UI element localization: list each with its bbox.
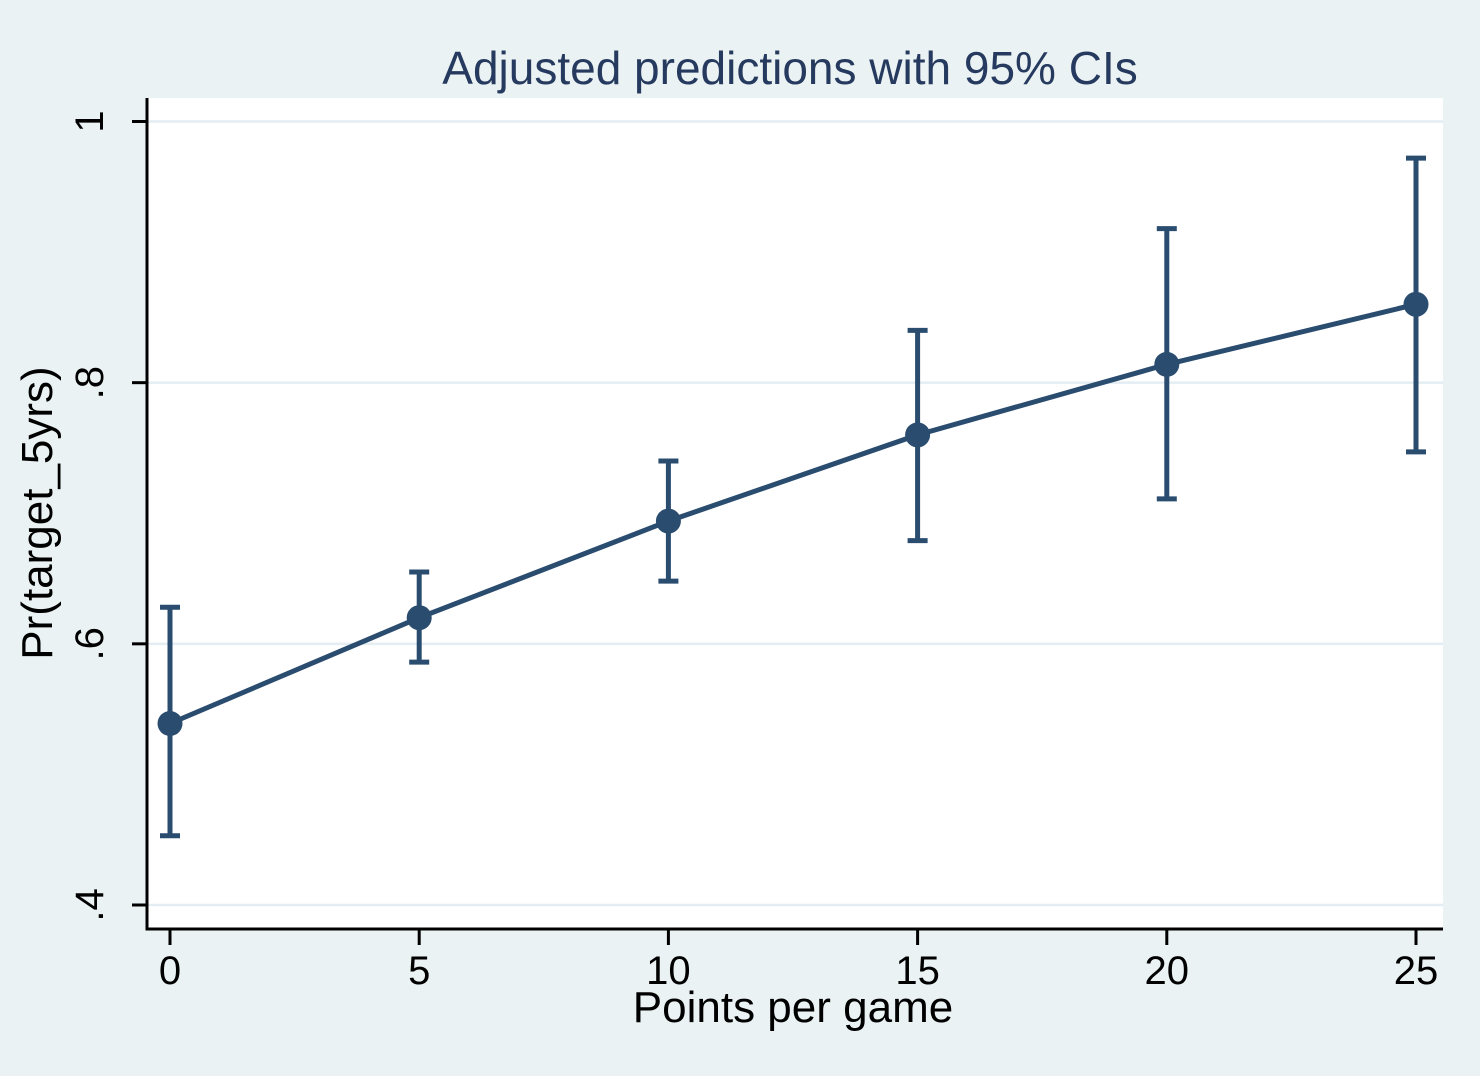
y-tick-label: .6 — [68, 627, 112, 660]
y-axis-title: Pr(target_5yrs) — [13, 366, 62, 659]
x-tick-label: 15 — [895, 949, 940, 993]
data-point-marker — [655, 508, 681, 534]
data-point-markers — [157, 291, 1429, 736]
x-tick-label: 10 — [646, 949, 691, 993]
x-tick-label: 5 — [408, 949, 430, 993]
prediction-line — [169, 301, 1417, 726]
data-point-marker — [1154, 351, 1180, 377]
y-tick-label: .8 — [68, 366, 112, 399]
data-point-marker — [157, 710, 183, 736]
plot-area — [147, 98, 1443, 929]
y-axis-tick-labels: .4 .6 .8 1 — [68, 110, 112, 921]
axis-tick-marks — [132, 120, 1418, 945]
chart-title: Adjusted predictions with 95% CIs — [442, 42, 1137, 94]
data-point-marker — [905, 422, 931, 448]
y-tick-label: 1 — [68, 110, 112, 132]
x-tick-label: 25 — [1394, 949, 1439, 993]
data-point-marker — [406, 605, 432, 631]
axis-lines — [145, 98, 1443, 931]
data-point-marker — [1403, 291, 1429, 317]
y-tick-label: .4 — [68, 888, 112, 921]
x-axis-title: Points per game — [633, 983, 953, 1032]
x-axis-tick-labels: 0 5 10 15 20 25 — [159, 949, 1438, 993]
x-tick-label: 20 — [1145, 949, 1190, 993]
x-tick-label: 0 — [159, 949, 181, 993]
